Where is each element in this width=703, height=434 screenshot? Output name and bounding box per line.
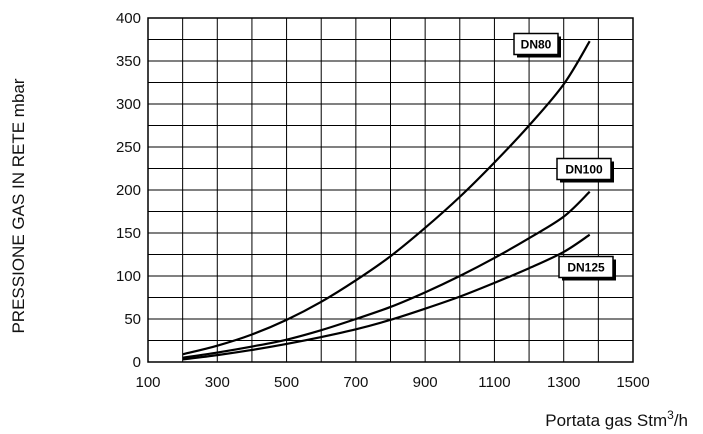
label-dn80: DN80 (513, 32, 561, 58)
x-tick-label: 1500 (616, 374, 649, 391)
series-label-text: DN100 (565, 163, 603, 177)
series-label-text: DN125 (567, 261, 605, 275)
y-tick-label: 150 (116, 225, 141, 242)
x-tick-label: 900 (413, 374, 438, 391)
y-tick-label: 0 (133, 354, 141, 371)
y-tick-label: 250 (116, 139, 141, 156)
y-tick-label: 400 (116, 10, 141, 27)
x-axis-title: Portata gas Stm3/h (545, 408, 688, 430)
label-box (513, 32, 559, 56)
label-box (558, 255, 614, 279)
x-tick-label: 300 (205, 374, 230, 391)
plot-frame (147, 17, 634, 363)
y-tick-label: 100 (116, 268, 141, 285)
label-dn125: DN125 (558, 255, 616, 281)
y-tick-labels: 0 50 100 150 200 250 300 350 400 (116, 10, 141, 371)
series-line-dn100 (182, 190, 591, 359)
x-tick-label: 1300 (547, 374, 580, 391)
y-axis-title: PRESSIONE GAS IN RETE mbar (9, 78, 28, 333)
x-tick-label: 700 (343, 374, 368, 391)
y-tick-label: 200 (116, 182, 141, 199)
x-tick-labels: 100 300 500 700 900 1100 1300 1500 (135, 374, 649, 391)
y-tick-label: 350 (116, 53, 141, 70)
label-box (556, 157, 612, 181)
x-tick-label: 100 (135, 374, 160, 391)
y-tick-label: 300 (116, 96, 141, 113)
series-line-dn80 (182, 40, 591, 356)
curves (182, 40, 591, 361)
series-label-text: DN80 (521, 38, 552, 52)
series-line-dn125 (182, 233, 591, 361)
series-labels: DN80 DN100 DN125 (513, 32, 616, 281)
x-tick-label: 500 (274, 374, 299, 391)
y-tick-label: 50 (124, 311, 141, 328)
grid (147, 17, 634, 363)
x-tick-label: 1100 (478, 374, 510, 391)
label-dn100: DN100 (556, 157, 614, 183)
